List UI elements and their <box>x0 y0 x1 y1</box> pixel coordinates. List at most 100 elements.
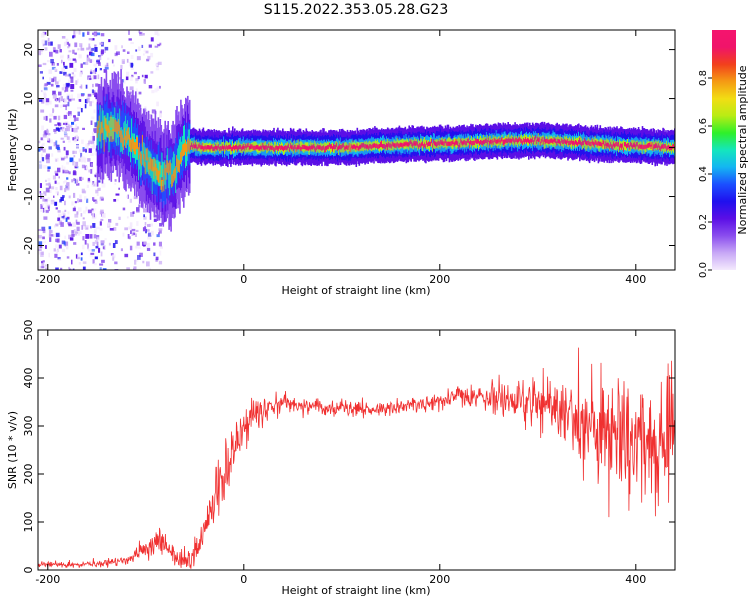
spectrogram-cell <box>452 140 455 150</box>
spectrogram-cell <box>76 144 79 148</box>
spectrogram-cell <box>88 38 93 41</box>
spectrogram-cell <box>89 49 92 52</box>
spectrogram-cell <box>52 90 56 96</box>
spectrogram-cell <box>616 141 618 151</box>
spectrogram-cell <box>320 145 322 150</box>
spectrogram-cell <box>437 140 440 145</box>
spectrogram-cell <box>40 109 45 113</box>
spectrogram-cell <box>329 142 331 148</box>
spectrogram-cell <box>63 131 68 135</box>
spectrogram-cell <box>658 143 660 148</box>
spectrogram-cell <box>357 145 360 151</box>
spectrogram-cell <box>38 50 41 56</box>
spectrogram-cell <box>99 228 103 231</box>
spectrogram-cell <box>55 81 59 85</box>
snr-ytick-label: 200 <box>22 464 35 485</box>
spectrogram-cell <box>138 145 141 170</box>
spectrogram-cell <box>47 197 50 202</box>
spectrogram-cell <box>67 221 71 225</box>
spectrogram-cell <box>168 163 170 189</box>
spectrogram-cell <box>118 187 120 190</box>
spectrogram-cell <box>77 48 80 51</box>
spectrogram-cell <box>53 141 57 147</box>
spectrogram-cell <box>92 259 95 264</box>
spectrogram-cell <box>135 259 139 262</box>
spectrogram-cell <box>395 143 398 148</box>
snr-xtick-label: 200 <box>429 573 450 586</box>
spectrogram-cell <box>59 185 63 191</box>
spectrogram-cell <box>73 140 76 143</box>
spectrogram-cell <box>45 265 49 268</box>
spectrogram-cell <box>75 80 78 85</box>
spectrogram-cell <box>568 140 570 146</box>
spectrogram-peak <box>249 146 253 150</box>
spectrogram-cell <box>126 216 129 219</box>
spectrogram-cell <box>306 145 309 150</box>
spectrogram-cell <box>62 169 65 174</box>
spectrogram-cell <box>66 185 70 191</box>
spectrogram-cell <box>81 164 86 169</box>
spectrogram-cell <box>72 150 75 155</box>
spectrogram-cell <box>453 137 456 147</box>
spectrogram-cell <box>117 122 119 135</box>
spectrogram-cell <box>44 47 48 51</box>
spectrogram-cell <box>147 157 150 170</box>
spectrogram-cell <box>459 137 461 147</box>
spectrogram-cell <box>192 143 195 148</box>
spectrogram-cell <box>38 248 42 251</box>
spectrogram-cell <box>57 167 61 173</box>
figure-title: S115.2022.353.05.28.G23 <box>264 2 449 18</box>
spectrogram-cell <box>187 138 190 151</box>
spectrogram-cell <box>436 141 439 146</box>
spectrogram-peak <box>653 145 658 149</box>
spectrogram-cell <box>376 143 378 148</box>
spectrogram-cell <box>383 144 385 149</box>
spectrogram-cell <box>239 144 242 150</box>
spectrogram-cell <box>156 168 159 181</box>
spectrogram-cell <box>501 136 504 142</box>
spectrogram-peak <box>283 146 287 150</box>
spectrogram-cell <box>47 136 50 141</box>
spectrogram-cell <box>300 141 303 150</box>
spectrogram-cell <box>76 211 79 215</box>
spectrogram-cell <box>142 33 145 36</box>
spectrogram-cell <box>512 137 514 142</box>
spectrogram-cell <box>526 139 528 144</box>
spectrogram-cell <box>563 139 565 145</box>
spectrogram-cell <box>130 42 134 45</box>
spectrogram-cell <box>61 98 64 102</box>
spectrogram-cell <box>112 256 115 261</box>
spectrogram-cell <box>89 59 92 63</box>
spectrogram-cell <box>91 216 96 220</box>
spectrogram-cell <box>94 228 97 234</box>
spectrogram-cell <box>225 146 227 151</box>
spectrogram-cell <box>574 136 576 146</box>
spectrogram-cell <box>147 237 151 240</box>
spectrogram-cell <box>157 169 160 182</box>
spectrogram-cell <box>156 101 159 107</box>
spectrogram-cell <box>126 71 130 77</box>
spectrogram-cell <box>325 147 327 153</box>
spectrogram-cell <box>90 136 93 141</box>
spectrogram-cell <box>154 31 159 35</box>
spectrogram-cell <box>55 173 59 176</box>
spectrogram-cell <box>40 266 45 269</box>
spectrogram-cell <box>108 242 111 246</box>
spectrogram-cell <box>363 142 365 148</box>
spectrogram-cell <box>209 147 212 152</box>
spectrogram-cell <box>299 145 302 151</box>
spectrogram-cell <box>47 37 50 42</box>
spectrogram-cell <box>432 143 434 148</box>
spectrogram-cell <box>561 138 563 143</box>
spectrogram-cell <box>150 37 154 42</box>
spectrogram-cell <box>144 106 147 111</box>
spectrogram-peak <box>448 141 452 145</box>
spectrogram-cell <box>514 139 516 144</box>
spectrogram-peak <box>557 140 562 144</box>
spectrogram-cell <box>66 161 69 165</box>
spectrogram-cell <box>112 227 117 231</box>
spectrogram-cell <box>98 116 101 142</box>
spectrogram-cell <box>138 30 141 34</box>
spectrogram-cell <box>116 121 118 134</box>
spectrogram-cell <box>197 144 200 149</box>
